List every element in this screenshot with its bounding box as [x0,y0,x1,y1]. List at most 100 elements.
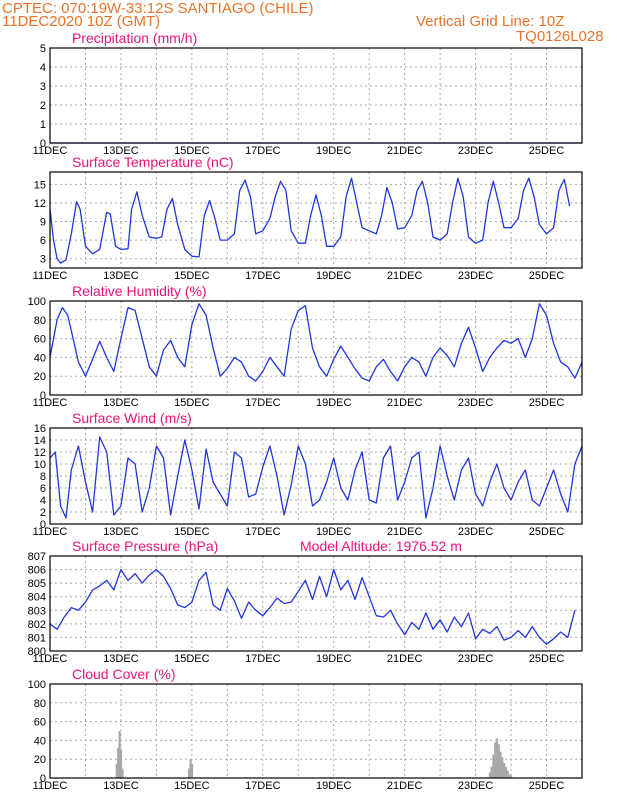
y-tick-label: 806 [28,565,46,577]
x-tick-label: 25DEC [529,526,565,538]
x-tick-label: 17DEC [245,526,281,538]
cloud-bar [492,754,495,778]
x-tick-label: 13DEC [103,270,139,282]
cloud-bar [497,744,500,778]
cloud-bar [499,751,502,778]
x-tick-label: 23DEC [458,653,494,665]
cloud-bar [121,768,124,778]
y-tick-label: 0 [40,519,46,531]
x-tick-label: 17DEC [245,145,281,157]
y-tick-label: 2 [40,100,46,112]
y-tick-label: 80 [34,698,46,710]
wind-series-line [49,436,583,519]
x-tick-label: 13DEC [103,526,139,538]
y-tick-label: 4 [40,62,46,74]
y-tick-label: 805 [28,578,46,590]
header-date: 11DEC2020 10Z (GMT) [2,13,160,30]
y-tick-label: 807 [28,551,46,563]
y-tick-label: 100 [28,296,46,308]
x-tick-label: 23DEC [458,526,494,538]
x-tick-label: 11DEC [33,270,68,282]
y-tick-label: 40 [34,352,46,364]
x-tick-label: 19DEC [316,780,352,792]
x-tick-label: 19DEC [316,526,352,538]
x-tick-label: 11DEC [33,780,68,792]
x-tick-label: 15DEC [174,653,210,665]
cloud-bar [495,738,499,778]
rh-series-line [49,303,583,382]
panel-frame [49,171,583,269]
x-tick-label: 11DEC [33,526,68,538]
x-tick-label: 17DEC [245,397,281,409]
cloud-bar [494,742,497,778]
cloud-bar [115,763,118,778]
y-tick-label: 802 [28,619,46,631]
x-tick-label: 25DEC [529,397,565,409]
panel-title: Relative Humidity (%) [72,283,207,299]
x-tick-label: 21DEC [387,270,423,282]
y-tick-label: 0 [40,773,46,785]
x-tick-label: 13DEC [103,653,139,665]
panel-rh: 0 20 40 60 80 100 11DEC 13DEC 15DEC 17DEC 19DEC 21D… [28,283,583,409]
panel-title: Precipitation (mm/h) [72,30,197,46]
y-tick-label: 12 [34,198,46,210]
panel-title: Cloud Cover (%) [72,666,175,682]
panel-frame [49,47,583,144]
x-tick-label: 13DEC [103,780,139,792]
panel-annotation: Model Altitude: 1976.52 m [300,538,462,554]
y-tick-label: 15 [34,179,46,191]
y-tick-label: 14 [34,435,46,447]
cloud-bar [506,770,509,778]
y-tick-label: 60 [34,717,46,729]
y-tick-label: 803 [28,605,46,617]
panel-frame [49,427,583,525]
pressure-series-line [49,568,576,645]
y-tick-label: 801 [28,632,46,644]
cloud-bar [188,768,191,778]
y-tick-label: 5 [40,43,46,55]
x-tick-label: 21DEC [387,397,423,409]
x-tick-label: 13DEC [103,145,139,157]
header-grid-note: Vertical Grid Line: 10Z [416,13,564,30]
x-tick-label: 23DEC [458,397,494,409]
x-tick-label: 11DEC [33,653,68,665]
y-tick-label: 6 [40,235,46,247]
x-tick-label: 19DEC [316,270,352,282]
x-tick-label: 19DEC [316,653,352,665]
y-tick-label: 6 [40,483,46,495]
cloud-bar [504,766,507,778]
header-code: TQ0126L028 [516,28,604,45]
x-tick-label: 21DEC [387,653,423,665]
x-tick-label: 19DEC [316,145,352,157]
cloud-bar [117,747,120,778]
y-tick-label: 4 [40,495,46,507]
x-tick-label: 15DEC [174,526,210,538]
cloud-bar [119,749,123,778]
y-tick-label: 20 [34,371,46,383]
x-tick-label: 15DEC [174,145,210,157]
panel-title: Surface Pressure (hPa) [72,538,218,554]
panel-frame [49,300,583,396]
y-tick-label: 3 [40,254,46,266]
x-tick-label: 25DEC [529,780,565,792]
y-tick-label: 1 [40,119,46,131]
y-tick-label: 40 [34,735,46,747]
cloud-bar [488,772,491,778]
y-tick-label: 2 [40,507,46,519]
y-tick-label: 12 [34,447,46,459]
x-tick-label: 23DEC [458,145,494,157]
x-tick-label: 15DEC [174,270,210,282]
y-tick-label: 804 [28,592,46,604]
x-tick-label: 25DEC [529,145,565,157]
y-tick-label: 0 [40,138,46,150]
x-tick-label: 23DEC [458,780,494,792]
panel-title: Surface Temperature (nC) [72,154,234,170]
y-tick-label: 100 [28,679,46,691]
y-tick-label: 80 [34,315,46,327]
y-tick-label: 16 [34,423,46,435]
x-tick-label: 23DEC [458,270,494,282]
